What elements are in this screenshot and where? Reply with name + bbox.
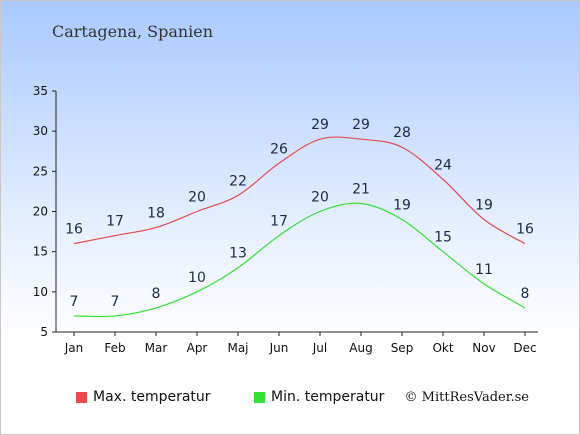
- series-line-min: [73, 202, 526, 318]
- y-tick-label: 35: [33, 84, 48, 98]
- data-label-min: 21: [352, 181, 370, 197]
- x-tick-label: Jun: [269, 341, 289, 355]
- legend-swatch-max: [76, 391, 87, 403]
- y-tick-label: 5: [40, 325, 48, 339]
- data-label-max: 29: [311, 117, 329, 133]
- data-label-min: 10: [188, 270, 206, 286]
- data-label-max: 22: [229, 173, 247, 189]
- data-label-max: 29: [352, 117, 370, 133]
- data-label-min: 7: [70, 294, 79, 310]
- x-tick-label: Dec: [513, 341, 536, 355]
- data-label-min: 15: [434, 230, 452, 246]
- x-tick-label: Aug: [349, 341, 372, 355]
- data-label-max: 19: [475, 198, 493, 214]
- legend-swatch-min: [254, 391, 265, 403]
- data-label-min: 8: [152, 286, 161, 302]
- data-label-max: 24: [434, 157, 452, 173]
- data-label-min: 11: [475, 262, 493, 278]
- y-tick-label: 20: [33, 205, 48, 219]
- legend-label-min: Min. temperatur: [271, 389, 385, 405]
- site-credit: © MittResVader.se: [404, 390, 529, 405]
- legend-item-min: Min. temperatur: [254, 389, 384, 405]
- data-label-min: 20: [311, 190, 329, 206]
- data-label-max: 17: [106, 214, 124, 230]
- data-label-min: 19: [393, 198, 411, 214]
- data-label-min: 17: [270, 214, 288, 230]
- data-label-max: 26: [270, 141, 288, 157]
- y-tick-label: 30: [33, 124, 48, 138]
- data-label-max: 18: [147, 206, 165, 222]
- chart-title: Cartagena, Spanien: [52, 22, 214, 41]
- legend-item-max: Max. temperatur: [76, 389, 211, 405]
- x-tick-label: Maj: [227, 341, 248, 355]
- x-tick-label: Nov: [472, 341, 495, 355]
- data-label-max: 20: [188, 190, 206, 206]
- data-label-min: 8: [521, 286, 530, 302]
- y-tick-label: 15: [33, 245, 48, 259]
- y-tick-label: 25: [33, 164, 48, 178]
- x-tick-label: Sep: [391, 341, 414, 355]
- x-tick-label: Apr: [187, 341, 208, 355]
- data-label-max: 16: [65, 222, 83, 238]
- data-label-min: 7: [111, 294, 120, 310]
- data-label-max: 16: [516, 222, 534, 238]
- x-tick-label: Jan: [64, 341, 84, 355]
- y-tick-label: 10: [33, 285, 48, 299]
- x-tick-label: Okt: [432, 341, 453, 355]
- x-tick-label: Feb: [104, 341, 125, 355]
- x-tick-label: Mar: [145, 341, 168, 355]
- series-line-max: [73, 136, 526, 245]
- legend-label-max: Max. temperatur: [93, 389, 211, 405]
- data-label-min: 13: [229, 246, 247, 262]
- data-label-max: 28: [393, 125, 411, 141]
- x-tick-label: Jul: [312, 341, 327, 355]
